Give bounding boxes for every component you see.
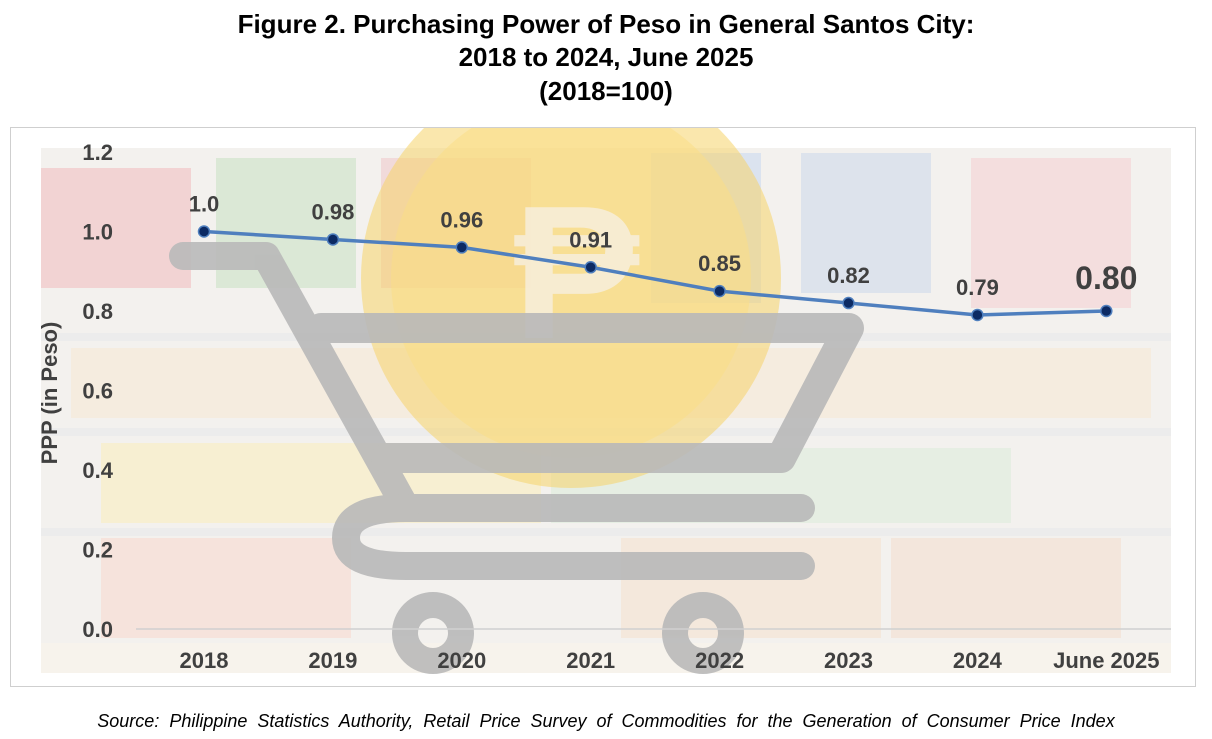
series-line xyxy=(203,229,1107,317)
x-tick-label: 2022 xyxy=(695,648,744,673)
chart-frame: ₱ 0.0 0.2 0.4 0.6 0.8 1.0 1.2 2018 2019 2020 2021… xyxy=(10,127,1196,687)
data-point xyxy=(326,233,340,246)
y-tick-label: 0.4 xyxy=(82,458,113,483)
peso-coin-inner xyxy=(391,128,751,458)
y-tick-label: 0.8 xyxy=(82,299,113,324)
data-label-emphasized: 0.80 xyxy=(1075,260,1137,296)
y-tick-label: 0.2 xyxy=(82,538,113,563)
data-label: 0.82 xyxy=(827,263,870,288)
data-label: 0.85 xyxy=(698,251,741,276)
shopping-cart-icon xyxy=(169,242,864,674)
data-label: 0.91 xyxy=(569,227,612,252)
background-graphic: ₱ xyxy=(41,128,1171,674)
y-tick-label: 0.0 xyxy=(82,617,113,642)
data-point xyxy=(971,308,984,322)
data-point xyxy=(197,225,211,238)
y-tick-label: 1.2 xyxy=(82,140,113,165)
data-point xyxy=(455,241,469,254)
data-point xyxy=(1100,304,1113,318)
chart-title-line-1: Figure 2. Purchasing Power of Peso in Ge… xyxy=(237,9,975,39)
source-note: Source: Philippine Statistics Authority,… xyxy=(97,711,1115,731)
chart-title-line-3: (2018=100) xyxy=(539,76,673,106)
x-tick-label: 2018 xyxy=(180,648,229,673)
data-label: 1.0 xyxy=(189,192,220,217)
data-point xyxy=(842,296,855,310)
data-point xyxy=(584,261,597,274)
product-bag-red xyxy=(971,158,1131,308)
x-tick-label: 2024 xyxy=(953,648,1003,673)
x-tick-label: 2021 xyxy=(566,648,615,673)
data-label: 0.98 xyxy=(311,199,354,224)
data-point xyxy=(713,284,726,298)
shelf-floor xyxy=(41,643,1171,673)
data-label: 0.96 xyxy=(440,207,483,232)
x-tick-label: 2023 xyxy=(824,648,873,673)
y-tick-label: 0.6 xyxy=(82,379,113,404)
box-row xyxy=(101,538,351,638)
shelf-line xyxy=(41,528,1171,536)
product-jar-grey xyxy=(801,153,931,293)
data-label: 0.79 xyxy=(956,275,999,300)
x-axis: 2018 2019 2020 2021 2022 2023 2024 June 2025 xyxy=(136,628,1171,673)
y-axis-title: PPP (in Peso) xyxy=(37,322,62,465)
line-chart: ₱ 0.0 0.2 0.4 0.6 0.8 1.0 1.2 2018 2019 2020 2021… xyxy=(37,128,1171,674)
chart-title-line-2: 2018 to 2024, June 2025 xyxy=(458,42,754,72)
x-tick-label: June 2025 xyxy=(1053,648,1159,673)
y-axis: 0.0 0.2 0.4 0.6 0.8 1.0 1.2 xyxy=(82,140,113,642)
x-tick-label: 2019 xyxy=(308,648,357,673)
product-box-red xyxy=(41,168,191,288)
ppp-series: 1.0 0.98 0.96 0.91 0.85 0.82 0.79 0.80 xyxy=(189,192,1137,322)
y-tick-label: 1.0 xyxy=(82,220,113,245)
bread-row xyxy=(891,538,1121,638)
x-tick-label: 2020 xyxy=(437,648,486,673)
